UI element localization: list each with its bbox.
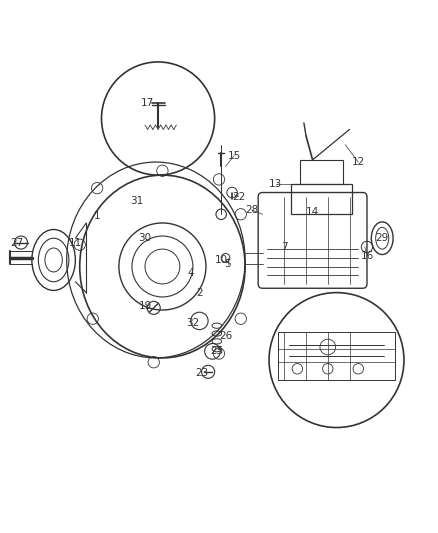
Bar [300, 160, 343, 184]
Text: 2: 2 [196, 288, 203, 297]
Text: 26: 26 [219, 331, 232, 341]
Text: 13: 13 [269, 179, 282, 189]
Text: 11: 11 [69, 238, 82, 247]
Text: 30: 30 [138, 233, 152, 243]
Text: 15: 15 [228, 150, 241, 160]
Bar [278, 332, 395, 379]
Text: 23: 23 [195, 368, 208, 378]
Bar [291, 184, 352, 214]
Text: 25: 25 [210, 346, 223, 357]
Text: 22: 22 [232, 192, 245, 202]
Text: 1: 1 [94, 212, 100, 221]
Text: 5: 5 [224, 260, 231, 269]
Text: 16: 16 [360, 251, 374, 261]
Text: 17: 17 [141, 98, 154, 108]
Text: 29: 29 [375, 233, 389, 243]
Text: 4: 4 [187, 268, 194, 278]
Text: 14: 14 [306, 207, 319, 217]
Text: 19: 19 [138, 301, 152, 311]
Text: 27: 27 [10, 238, 23, 247]
Text: 10: 10 [215, 255, 228, 265]
Text: 28: 28 [245, 205, 258, 215]
Text: 32: 32 [186, 318, 200, 328]
Text: 12: 12 [352, 157, 365, 167]
Text: 31: 31 [130, 196, 143, 206]
Text: 7: 7 [281, 242, 288, 252]
